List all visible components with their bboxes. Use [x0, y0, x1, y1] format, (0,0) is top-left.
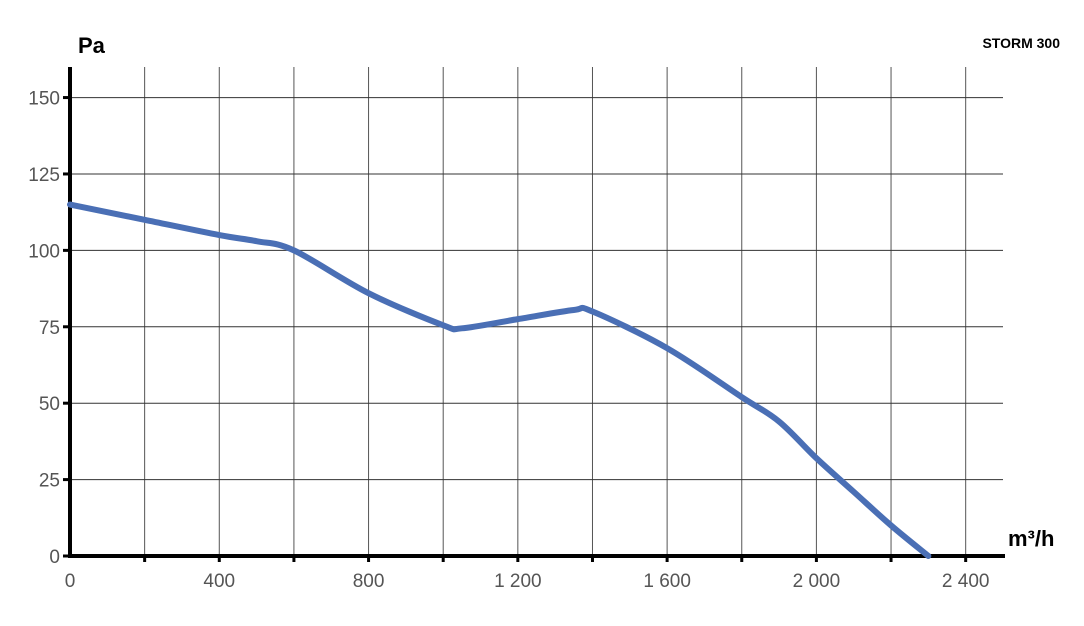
y-tick-label: 0: [49, 547, 60, 568]
x-tick-label: 0: [65, 571, 76, 592]
series-line: [67, 201, 932, 559]
axes: [63, 67, 1005, 562]
y-tick-label: 25: [39, 471, 60, 492]
y-tick-label: 125: [28, 165, 60, 186]
chart-title: STORM 300: [982, 35, 1060, 51]
x-tick-label: 1 200: [494, 571, 542, 592]
x-tick-label: 400: [203, 571, 235, 592]
series: [67, 201, 932, 559]
y-tick-label: 150: [28, 89, 60, 110]
y-tick-label: 100: [28, 241, 60, 262]
tick-labels: 0 25 50 75 100 125 150 0 400 800 1 200 1 600 2 000 2 …: [28, 89, 989, 592]
y-tick-label: 50: [39, 394, 60, 415]
x-tick-label: 800: [353, 571, 385, 592]
x-tick-label: 2 000: [793, 571, 841, 592]
y-tick-label: 75: [39, 318, 60, 339]
x-axis-label: m³/h: [1008, 526, 1054, 551]
y-axis-label: Pa: [78, 33, 106, 58]
x-tick-label: 2 400: [942, 571, 990, 592]
grid: [70, 67, 1003, 556]
x-tick-label: 1 600: [643, 571, 691, 592]
